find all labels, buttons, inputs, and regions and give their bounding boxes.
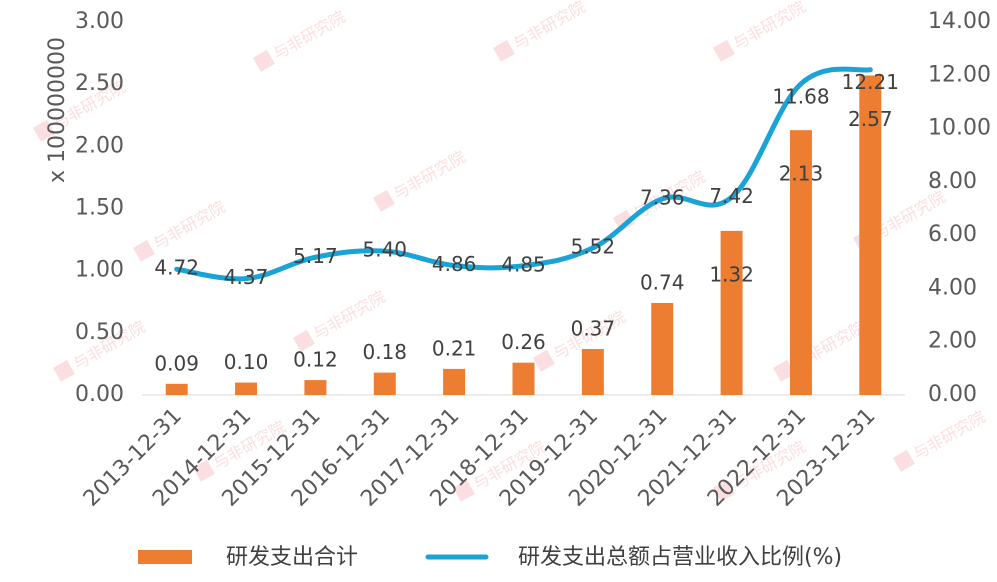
watermark-logo: 与非研究院 [373, 147, 469, 212]
bar-value-label: 0.74 [640, 270, 685, 294]
bar-value-label: 1.32 [709, 262, 754, 286]
bar [512, 362, 535, 395]
left-axis-tick-label: 1.50 [75, 196, 124, 221]
bar-value-label: 0.18 [363, 340, 408, 364]
line-value-label: 5.52 [571, 234, 616, 258]
watermark-logo: 与非研究院 [713, 0, 809, 62]
left-axis-tick-label: 0.00 [75, 382, 124, 407]
line-value-label: 5.17 [293, 244, 338, 268]
right-y-axis: 0.00 2.00 4.00 6.00 8.00 10.00 12.00 14.00 [928, 9, 991, 407]
line-value-label: 4.86 [432, 252, 477, 276]
bar-value-label: 0.09 [154, 351, 199, 375]
watermark-icon [493, 39, 515, 62]
legend-swatch-bars [138, 550, 192, 564]
right-axis-tick-label: 0.00 [928, 382, 977, 407]
watermark-text: 与非研究院 [310, 287, 389, 343]
watermark-icon [293, 329, 315, 352]
watermark-text: 与非研究院 [510, 0, 589, 53]
watermark-text: 与非研究院 [270, 7, 349, 63]
right-axis-tick-label: 6.00 [928, 222, 977, 247]
line-value-label: 4.72 [154, 256, 199, 280]
watermark-logo: 与非研究院 [893, 407, 989, 472]
bar-value-label: 2.57 [848, 107, 893, 131]
watermark-text: 与非研究院 [910, 407, 989, 463]
bar [235, 382, 258, 395]
bars-layer [165, 75, 882, 396]
watermark-icon [533, 349, 555, 372]
left-axis-tick-label: 2.00 [75, 133, 124, 158]
left-axis-tick-label: 3.00 [75, 9, 124, 34]
watermark-icon [893, 449, 915, 472]
watermark-icon [453, 479, 475, 502]
bar-value-label: 0.37 [571, 316, 616, 340]
bar [789, 130, 812, 396]
watermark-icon [373, 189, 395, 212]
watermark-icon [713, 479, 735, 502]
bar-value-label: 0.10 [224, 350, 269, 374]
line-value-label: 5.40 [363, 238, 408, 262]
y-axis-title: x 100000000 [45, 37, 70, 183]
watermark-text: 与非研究院 [730, 0, 809, 53]
ratio-line [174, 66, 873, 282]
bar [304, 380, 327, 395]
bar [373, 372, 396, 395]
bar [165, 383, 188, 395]
bar [443, 368, 466, 395]
left-axis-tick-label: 1.00 [75, 258, 124, 283]
watermark-icon [133, 239, 155, 262]
watermark-logo: 与非研究院 [133, 197, 229, 262]
bar [720, 230, 743, 395]
watermark-icon [33, 119, 55, 142]
line-value-label: 4.85 [501, 252, 546, 276]
line-value-label: 11.68 [772, 84, 829, 108]
watermark-icon [773, 359, 795, 382]
watermark-icon [53, 359, 75, 382]
bar-value-label: 0.21 [432, 336, 477, 360]
watermark-text: 与非研究院 [150, 197, 229, 253]
watermark-logo: 与非研究院 [493, 0, 589, 62]
line-value-label: 7.36 [640, 185, 685, 209]
line-layer [174, 66, 873, 282]
data-labels-layer: 0.09 0.10 0.12 0.18 0.21 0.26 0.37 0.74 1.32 2.13… [154, 70, 899, 375]
bar-value-label: 0.12 [293, 348, 338, 372]
legend-label-bars: 研发支出合计 [226, 545, 358, 570]
left-y-axis: 0.00 0.50 1.00 1.50 2.00 2.50 3.00 [75, 9, 124, 407]
legend-label-line: 研发支出总额占营业收入比例(%) [518, 545, 842, 570]
bar-value-label: 0.26 [501, 330, 546, 354]
right-axis-tick-label: 4.00 [928, 275, 977, 300]
left-axis-tick-label: 2.50 [75, 71, 124, 96]
legend: 研发支出合计 研发支出总额占营业收入比例(%) [138, 545, 842, 570]
line-value-label: 4.37 [224, 265, 269, 289]
line-value-label: 7.42 [709, 184, 754, 208]
watermark-logo: 与非研究院 [773, 317, 869, 382]
watermark-icon [613, 209, 635, 232]
watermark-icon [713, 39, 735, 62]
right-axis-tick-label: 2.00 [928, 329, 977, 354]
watermark-text: 与非研究院 [390, 147, 469, 203]
bar [581, 348, 604, 395]
watermark-icon [193, 459, 215, 482]
bar [859, 75, 882, 396]
left-axis-tick-label: 0.50 [75, 320, 124, 345]
right-axis-tick-label: 8.00 [928, 169, 977, 194]
bar-value-label: 2.13 [779, 162, 824, 186]
right-axis-tick-label: 10.00 [928, 116, 991, 141]
watermark-logo: 与非研究院 [253, 7, 349, 72]
watermark-icon [253, 49, 275, 72]
right-axis-tick-label: 12.00 [928, 62, 991, 87]
right-axis-tick-label: 14.00 [928, 9, 991, 34]
bar [651, 302, 674, 395]
line-value-label: 12.21 [842, 70, 899, 94]
